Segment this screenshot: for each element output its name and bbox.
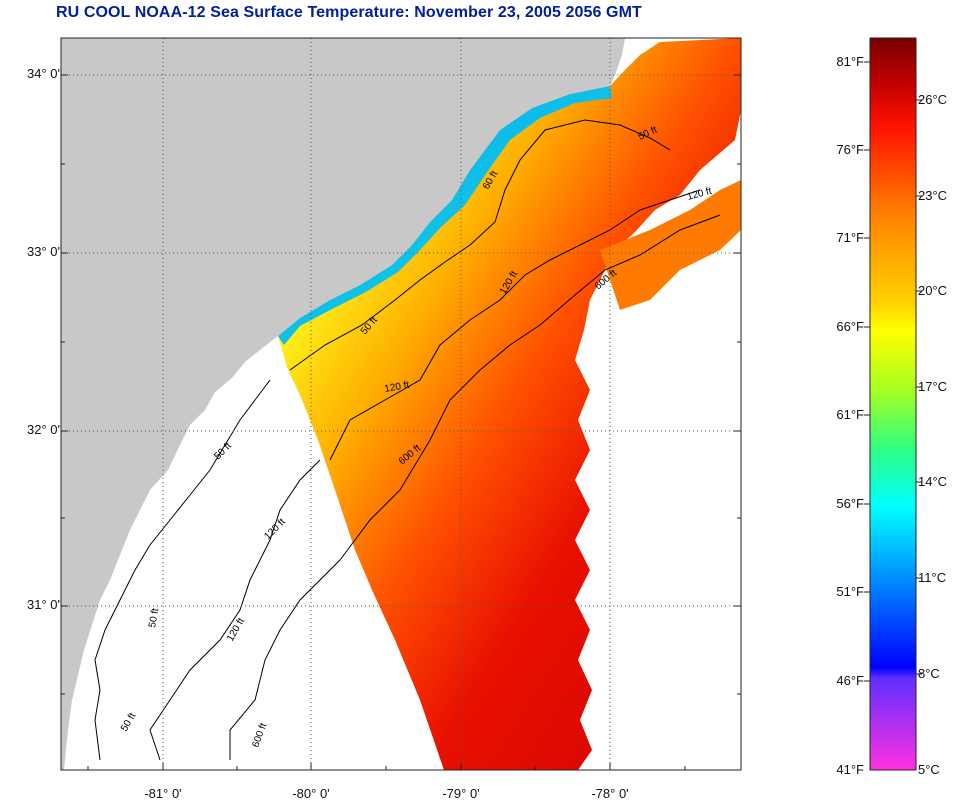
lon-label-80: -80° 0' [292, 786, 330, 801]
scale-label-c: 11°C [918, 570, 947, 585]
map-frame [61, 38, 741, 770]
scale-label-c: 5°C [918, 762, 940, 777]
map-ticks [61, 74, 741, 770]
color-scale-ticks [864, 61, 922, 682]
lat-label-33: 33° 0' [27, 244, 60, 259]
scale-label-f: 71°F [836, 230, 864, 245]
scale-label-c: 23°C [918, 188, 948, 203]
scale-label-f: 46°F [836, 673, 864, 688]
sst-swath [278, 38, 741, 770]
scale-label-c: 14°C [918, 474, 948, 489]
contour-label: 120 ft [384, 380, 411, 395]
scale-label-f: 61°F [836, 407, 864, 422]
lon-label-81: -81° 0' [144, 786, 182, 801]
scale-label-f: 56°F [836, 496, 864, 511]
lat-label-32: 32° 0' [27, 422, 60, 437]
scale-label-f: 66°F [836, 319, 864, 334]
scale-label-f: 76°F [836, 142, 864, 157]
scale-label-f: 81°F [836, 54, 864, 69]
lat-label-34: 34° 0' [27, 66, 60, 81]
scale-label-c: 20°C [918, 283, 948, 298]
graticule [61, 38, 741, 770]
lon-label-78: -78° 0' [591, 786, 629, 801]
lon-label-79: -79° 0' [442, 786, 480, 801]
land-cape [608, 38, 625, 86]
land [61, 38, 610, 770]
depth-contours [94, 119, 721, 761]
map-border [60, 37, 742, 771]
scale-label-c: 17°C [918, 379, 948, 394]
scale-label-c: 26°C [918, 92, 948, 107]
lat-label-31: 31° 0' [27, 597, 60, 612]
scale-label-c: 8°C [918, 666, 940, 681]
scale-label-f: 41°F [836, 762, 864, 777]
sst-coastal-cold [278, 86, 612, 345]
contour-label: 50 ft [147, 607, 161, 628]
color-scale-bar [869, 37, 917, 771]
page-title: RU COOL NOAA-12 Sea Surface Temperature:… [56, 4, 642, 21]
sst-swath-east [600, 180, 741, 310]
scale-label-f: 51°F [836, 584, 864, 599]
